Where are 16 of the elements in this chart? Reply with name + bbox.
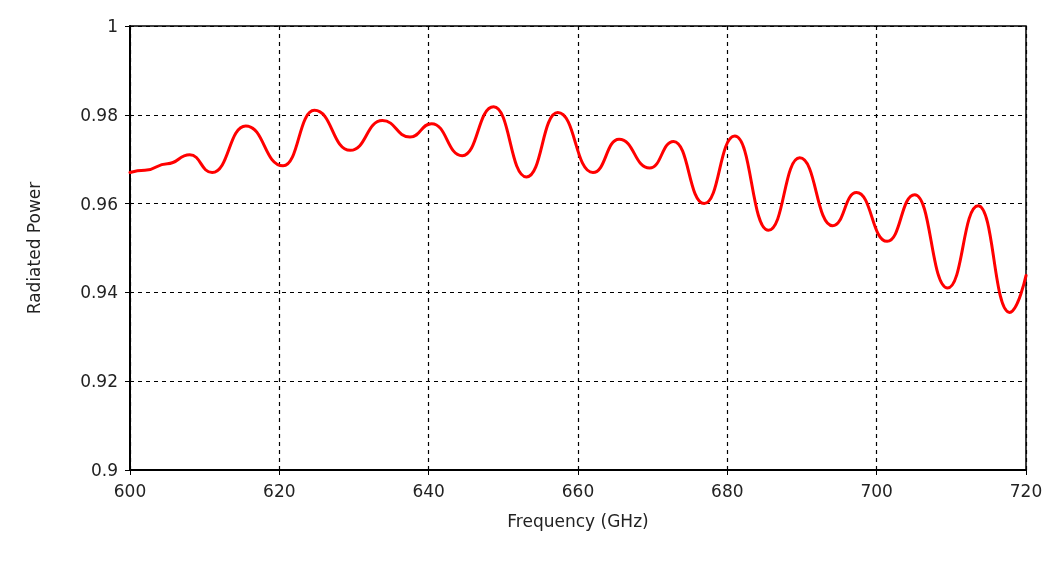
x-tick-label: 620 <box>263 480 296 501</box>
y-tick-label: 0.9 <box>90 460 118 480</box>
line-series <box>128 105 1028 314</box>
x-tick-label: 700 <box>860 480 893 501</box>
x-tick-label: 720 <box>1009 480 1043 501</box>
y-tick-label: 0.98 <box>80 104 118 125</box>
y-tick-label: 1 <box>107 16 118 36</box>
x-tick-label: 640 <box>412 480 445 501</box>
y-tick-label: 0.92 <box>80 371 118 392</box>
y-axis-title: Radiated Power <box>23 181 44 315</box>
y-tick-label: 0.94 <box>80 282 118 303</box>
x-axis-title: Frequency (GHz) <box>507 510 649 531</box>
x-tick-label: 600 <box>113 480 147 501</box>
y-tick-label: 0.96 <box>80 193 118 214</box>
x-tick-label: 660 <box>561 480 595 501</box>
x-tick-label: 680 <box>711 480 744 501</box>
